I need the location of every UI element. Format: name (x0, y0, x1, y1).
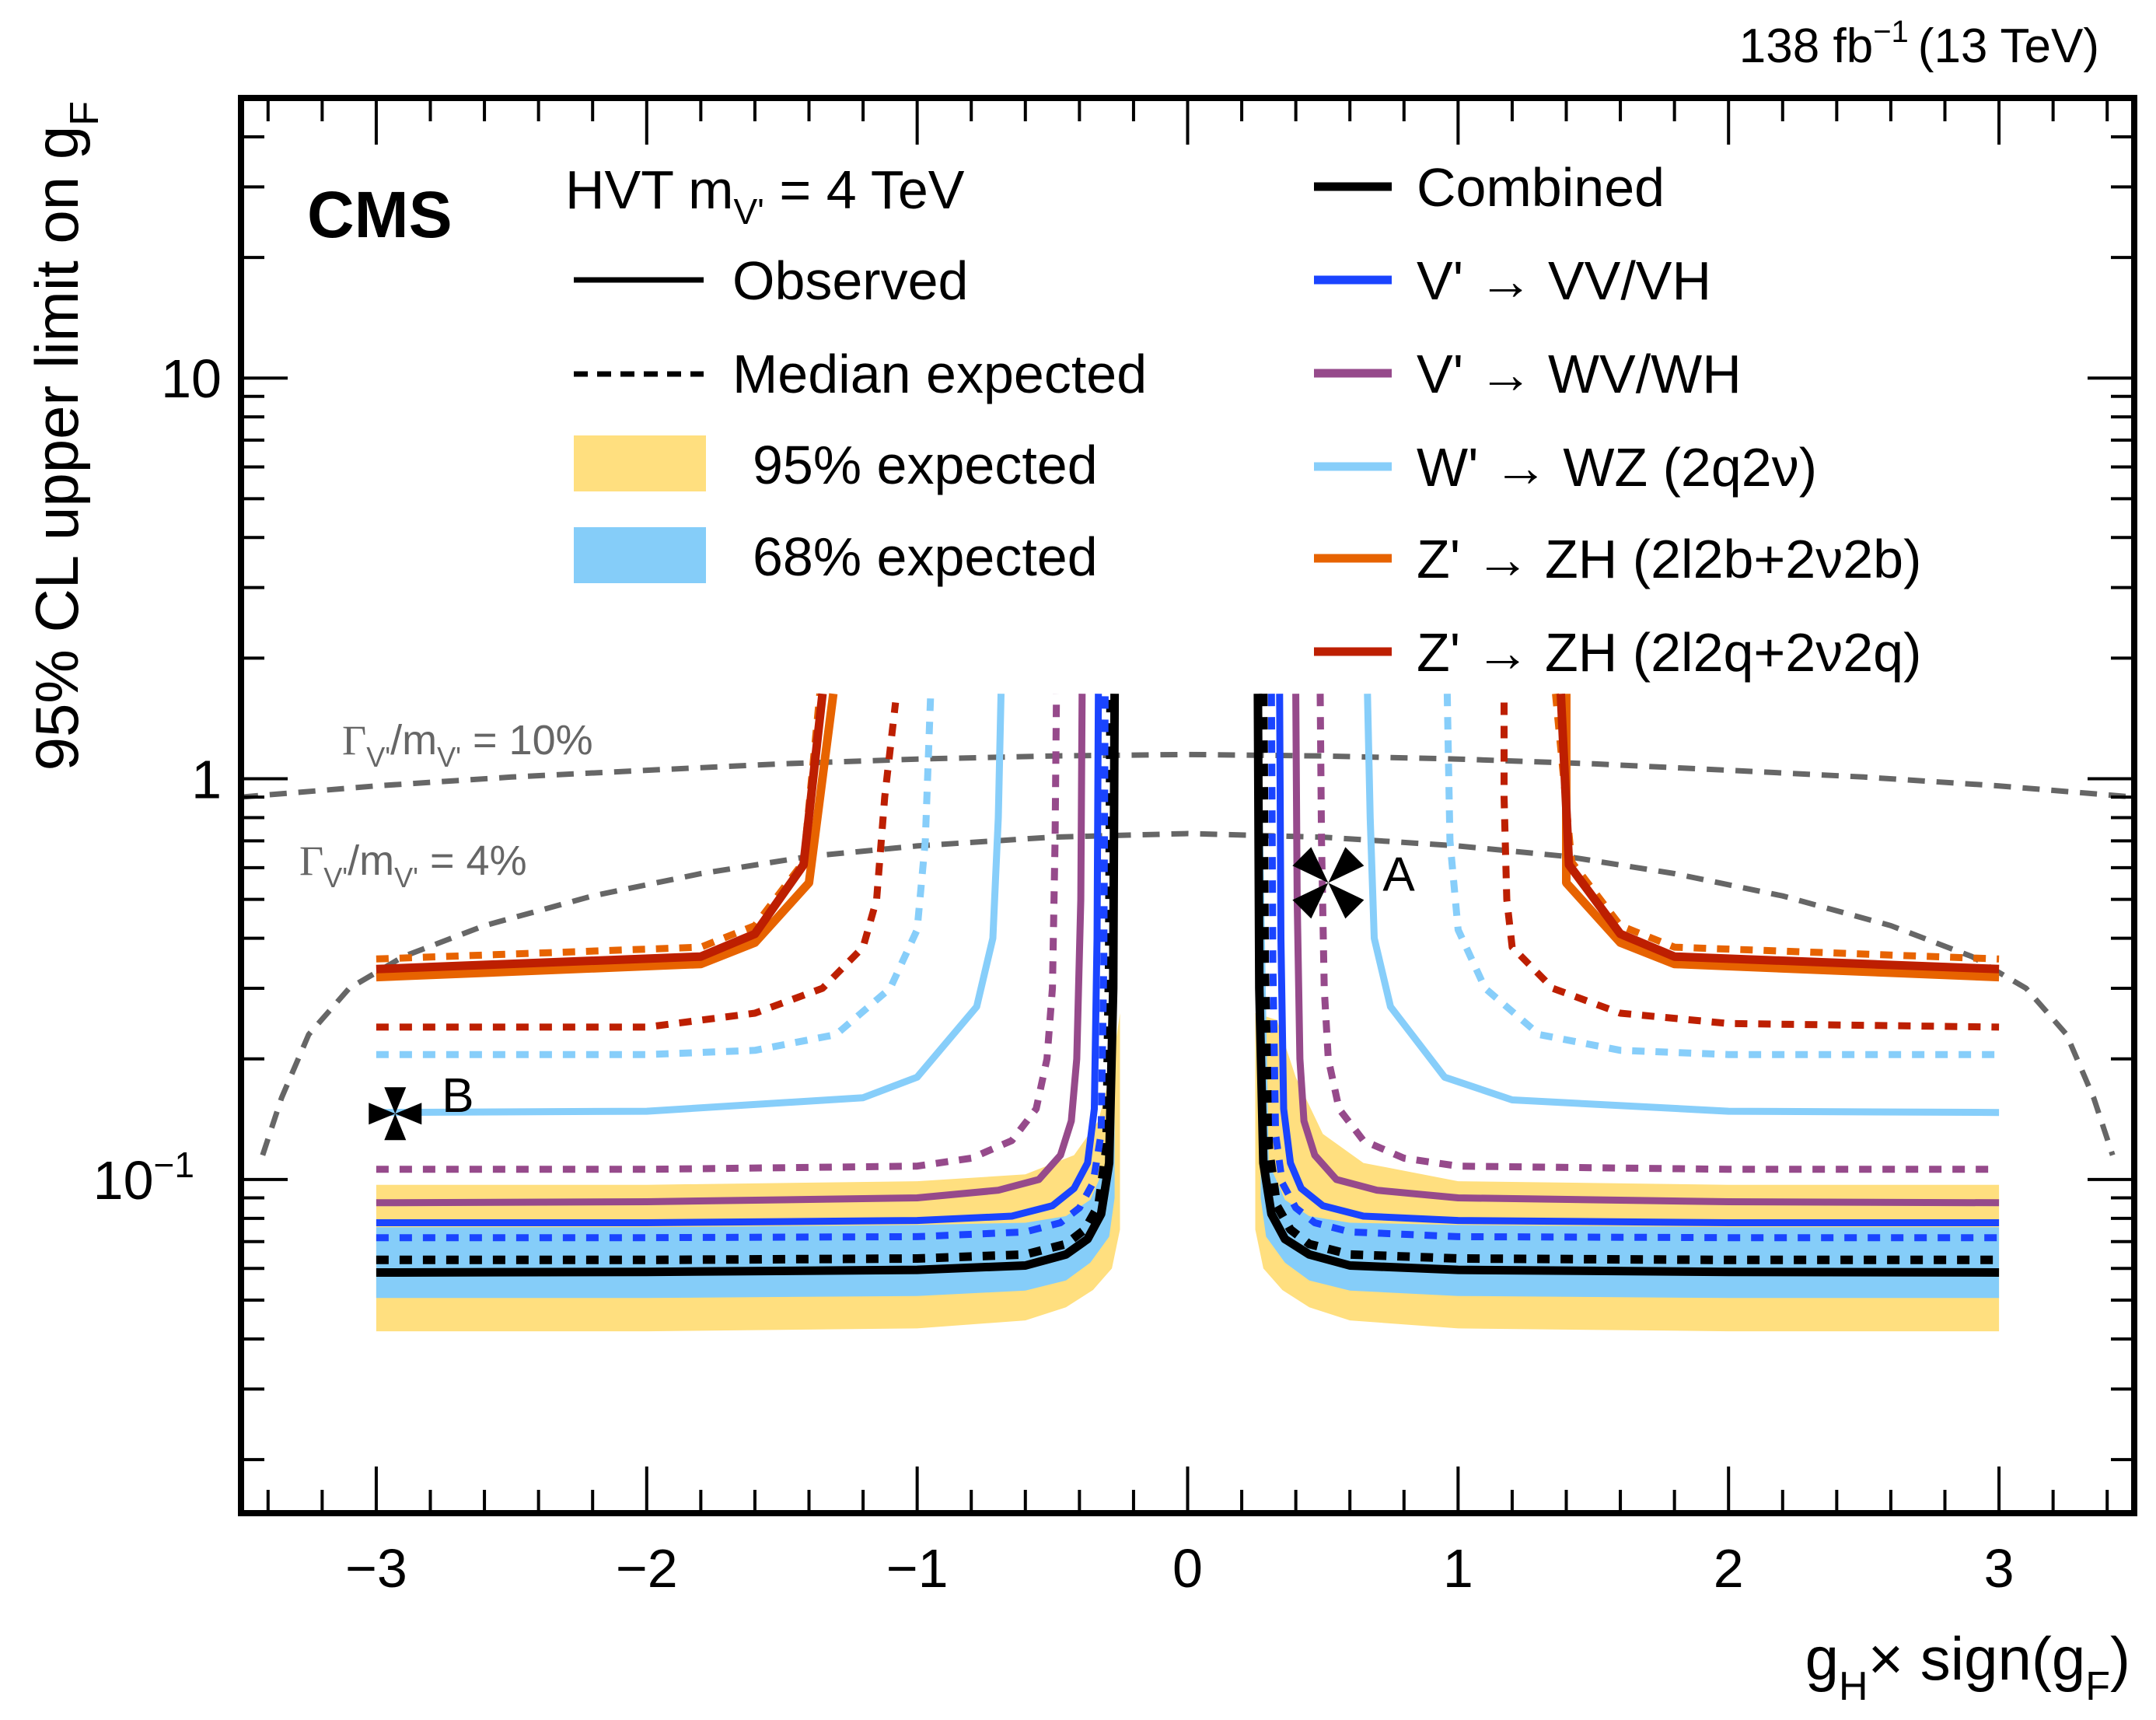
legend-header: HVT mV' = 4 TeV (565, 159, 965, 232)
legend-68-label: 68% expected (753, 526, 1098, 587)
y-axis-title: 95% CL upper limit on gF (23, 101, 107, 771)
cms-label: CMS (307, 178, 453, 251)
curve-3-dashed-right (1267, 694, 2000, 1242)
x-tick-label: −1 (886, 1538, 949, 1599)
curve-7-dashed-right (1443, 694, 2000, 1058)
curve-5-dashed-right (1316, 694, 2000, 1173)
marker-a-wedge (1292, 883, 1329, 919)
marker-b-wedge (384, 1087, 407, 1114)
marker-label-b: B (442, 1069, 473, 1123)
curve-9-dashed-left (376, 693, 823, 963)
marker-a-wedge (1328, 883, 1365, 919)
width-label-4pct: ΓV'/mV' = 4% (299, 837, 527, 893)
curve-11-dashed-left (376, 701, 900, 1031)
marker-a (1292, 847, 1365, 919)
curve-0-solid-right (1253, 694, 2000, 1277)
x-tick-label: 3 (1984, 1538, 2014, 1599)
marker-b-wedge (395, 1103, 422, 1125)
legend-channels: Combined V' → VV/VH V' → WV/WH W' → WZ (… (1314, 157, 1921, 683)
x-tick-label: 1 (1443, 1538, 1473, 1599)
x-axis-title: gH× sign(gF) (1805, 1624, 2130, 1709)
y-tick-label: 10−1 (93, 1145, 194, 1211)
curve-4-solid-right (1292, 694, 2000, 1207)
curve-7-dashed-left (376, 694, 935, 1058)
legend-wz-label: W' → WZ (2q2ν) (1417, 437, 1817, 498)
legend-style: Observed Median expected 95% expected 68… (574, 250, 1147, 587)
x-tick-label: −2 (616, 1538, 678, 1599)
axes: −3 −2 −1 0 1 2 3 10−1 1 10 (93, 95, 2137, 1599)
y-tick-label: 10 (161, 348, 222, 409)
legend-combined-label: Combined (1417, 157, 1665, 218)
curve-5-dashed-left (376, 694, 1061, 1173)
legend-expected-label: Median expected (732, 344, 1147, 404)
curve-8-solid-left (376, 693, 838, 982)
legend-95-label: 95% expected (753, 435, 1098, 495)
curve-10-solid-right (1557, 693, 2000, 974)
marker-a-wedge (1328, 847, 1365, 883)
x-tick-label: −3 (345, 1538, 407, 1599)
curve-9-dashed-right (1552, 693, 2000, 963)
legend-95-swatch (574, 435, 706, 491)
marker-b (369, 1087, 422, 1141)
curve-1-dashed-left (376, 694, 1115, 1264)
x-tick-label: 0 (1172, 1538, 1203, 1599)
width-label-10pct: ΓV'/mV' = 10% (342, 717, 593, 773)
marker-b-wedge (369, 1103, 396, 1125)
y-tick-label: 1 (191, 750, 222, 810)
curve-3-dashed-left (376, 694, 1109, 1242)
x-tick-label: 2 (1714, 1538, 1744, 1599)
width-contour-4pct (260, 830, 2116, 1156)
marker-a-wedge (1292, 847, 1329, 883)
plot-area: AB (241, 693, 2134, 1332)
legend-wv-wh-label: V' → WV/WH (1417, 344, 1742, 404)
benchmark-markers: AB (369, 847, 1415, 1141)
curve-2-solid-left (376, 694, 1102, 1226)
legend-68-swatch (574, 527, 706, 583)
marker-b-wedge (384, 1113, 407, 1141)
legend-zh-2q-label: Z' → ZH (2l2q+2ν2q) (1417, 622, 1921, 683)
lumi-label: 138 fb−1 (13 TeV) (1739, 15, 2099, 73)
curve-6-solid-right (1364, 694, 2000, 1117)
legend-zh-2b-label: Z' → ZH (2l2b+2ν2b) (1417, 529, 1921, 589)
legend-observed-label: Observed (732, 250, 968, 311)
limit-curves (376, 693, 2000, 1277)
curve-2-solid-right (1276, 694, 2000, 1226)
curve-10-solid-left (376, 693, 827, 974)
curve-4-solid-left (376, 694, 1086, 1207)
curve-1-dashed-right (1259, 694, 2000, 1264)
legend-vv-vh-label: V' → VV/VH (1417, 250, 1711, 311)
marker-label-a: A (1382, 848, 1415, 901)
curve-6-solid-left (376, 694, 1005, 1117)
